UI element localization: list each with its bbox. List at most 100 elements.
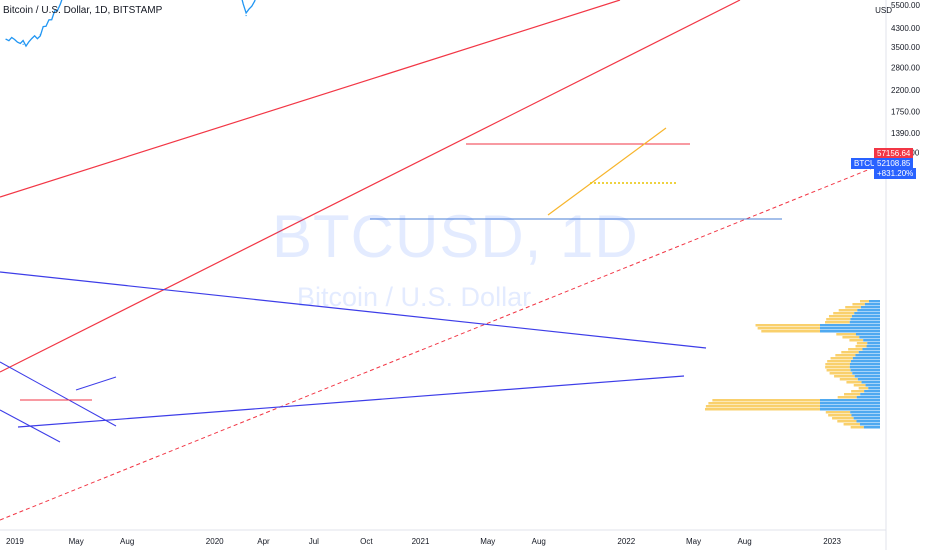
volume-profile-bar [834,375,855,378]
y-tick-label: 1750.00 [891,108,920,117]
volume-profile-bar [855,333,880,336]
symbol-tag: BTCUSD [851,158,890,169]
volume-profile-bar [844,393,861,396]
volume-profile-bar [852,357,880,360]
x-tick-label: Jul [309,537,319,546]
red-line-price-tag: 57156.64 [874,148,914,159]
volume-profile-bar [849,366,880,369]
volume-profile-bar [851,390,865,393]
volume-profile-bar [826,369,851,372]
volume-profile-bar [861,381,880,384]
volume-profile-bar [853,384,866,387]
x-tick-label: 2019 [6,537,24,546]
volume-profile-bar [851,414,880,417]
y-tick-label: 3500.00 [891,43,920,52]
volume-profile-bar [708,402,820,405]
volume-profile-bar [836,333,856,336]
x-tick-label: 2021 [412,537,430,546]
orange-trendline [547,127,667,216]
y-tick-label: 4300.00 [891,24,920,33]
volume-profile-bar [825,363,850,366]
last-price-tag: 52108.85 [874,158,914,169]
volume-profile-bar [820,405,880,408]
volume-profile-bar [825,321,850,324]
volume-profile-bar [838,309,858,312]
volume-profile-bar [853,417,880,420]
volume-profile-bar [761,330,820,333]
volume-profile-bar [755,324,820,327]
volume-profile-bar [863,339,880,342]
data-point [56,9,59,11]
volume-profile-bar [846,381,862,384]
volume-profile-bar [849,363,880,366]
y-tick-label: 1390.00 [891,129,920,138]
volume-profile-bar [820,402,880,405]
volume-profile-bar [856,420,880,423]
volume-profile-bar [820,408,880,411]
volume-profile-bar [835,354,856,357]
volume-profile-bar [851,315,880,318]
volume-profile-bar [864,390,880,393]
y-tick-label: 5500.00 [891,1,920,10]
blue-wedge-line [0,409,61,443]
data-point [245,14,247,17]
volume-profile-bar [837,396,857,399]
x-tick-label: Apr [257,537,270,546]
volume-profile-bar [850,411,880,414]
x-tick-label: Aug [532,537,546,546]
blue-short-line [75,376,117,391]
watermark-symbol: BTCUSD, 1D [272,203,639,270]
volume-profile-bar [845,306,861,309]
blue-ascending-trendline [17,375,685,428]
volume-profile-bar [856,396,880,399]
volume-profile-bar [866,345,880,348]
volume-profile-bar [860,393,880,396]
volume-profile-bar [857,309,880,312]
volume-profile-bar [862,348,880,351]
y-tick-label: 2200.00 [891,86,920,95]
volume-profile-bar [869,300,880,303]
volume-profile-bar [860,300,869,303]
blue-wedge-line [0,361,117,427]
x-tick-label: 2020 [206,537,224,546]
volume-profile-bar [859,423,880,426]
volume-profile-bar [867,342,880,345]
volume-profile-bar [856,342,868,345]
volume-profile-bar [858,351,880,354]
volume-profile-bar [843,423,860,426]
volume-profile-bar [712,399,820,402]
change-tag: +831.20% [874,168,917,179]
chart-title: Bitcoin / U.S. Dollar, 1D, BITSTAMP [3,5,163,16]
data-point [39,33,41,36]
x-tick-label: May [480,537,495,546]
x-tick-label: 2023 [823,537,841,546]
volume-profile-bar [833,312,855,315]
y-tick-label: 2800.00 [891,64,920,73]
volume-profile-bar [850,318,880,321]
x-tick-label: 2022 [617,537,635,546]
volume-profile-bar [825,366,850,369]
volume-profile-bar [857,378,880,381]
x-tick-label: May [686,537,701,546]
blue-descending-trendline [0,271,707,349]
volume-profile-bar [827,360,851,363]
volume-profile-bar [849,339,864,342]
volume-profile-bar [820,330,880,333]
volume-profile-bar [855,354,880,357]
volume-profile-bar [820,327,880,330]
volume-profile-bar [865,384,880,387]
volume-profile-bar [826,318,851,321]
volume-profile-bar [854,312,880,315]
volume-profile-bar [854,375,880,378]
x-tick-label: May [69,537,84,546]
volume-profile-bar [839,378,858,381]
volume-profile-bar [848,348,863,351]
x-tick-label: Oct [360,537,373,546]
volume-profile-bar [860,306,880,309]
x-tick-label: Aug [120,537,134,546]
volume-profile-bar [852,372,880,375]
volume-profile-bar [850,360,880,363]
watermark-name: Bitcoin / U.S. Dollar [297,282,532,312]
